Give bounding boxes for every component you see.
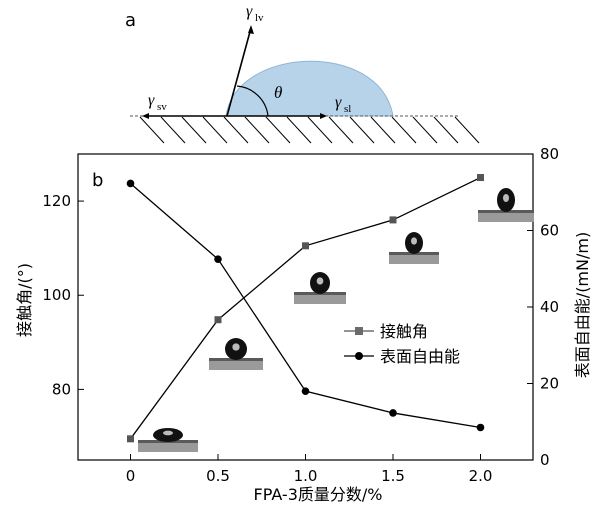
panel-b-label: b (92, 170, 103, 191)
series-layer (126, 174, 485, 443)
gamma-sl-arrowhead (320, 113, 327, 119)
contact-angle-arc (236, 85, 269, 117)
gamma-lv-arrowhead (248, 25, 254, 34)
photo-droplet-highlight (503, 194, 509, 202)
legend-marker-circle (355, 352, 363, 360)
photo-droplet-highlight (316, 277, 324, 285)
x-tick-label: 0 (126, 467, 136, 485)
legend-label-surface-energy: 表面自由能 (380, 347, 460, 366)
surface-energy-point (476, 423, 485, 432)
droplet-photo (209, 338, 263, 370)
droplet-photo (478, 188, 534, 222)
hatch-line (412, 116, 438, 144)
surface-energy-point (126, 179, 135, 188)
x-axis-ticks: 0 0.5 1.0 1.5 2.0 (126, 454, 493, 485)
legend: 接触角 表面自由能 (344, 322, 460, 366)
surface-energy-point (214, 255, 222, 263)
y-left-tick-label: 100 (42, 286, 71, 304)
gamma-sl-symbol: γ (335, 94, 342, 111)
hatch-line (223, 116, 249, 144)
panel-b: b 0 0.5 1.0 1.5 2.0 80 100 120 0 20 40 60 80 FPA-3… (15, 145, 592, 504)
y-right-axis-label: 表面自由能/(mN/m) (573, 232, 592, 378)
photo-droplet-highlight (232, 343, 240, 351)
hatch-line (244, 116, 270, 144)
theta-symbol: θ (274, 83, 282, 102)
gamma-sv-symbol: γ (148, 92, 155, 109)
hatch-line (181, 116, 207, 144)
substrate-hatching (139, 116, 480, 144)
legend-label-contact-angle: 接触角 (380, 322, 428, 341)
y-right-axis-ticks: 0 20 40 60 80 (527, 145, 559, 469)
contact-angle-point (214, 316, 222, 324)
y-right-tick-label: 40 (540, 298, 559, 316)
gamma-sv-arrowhead (142, 113, 149, 119)
gamma-lv-arrow (226, 27, 252, 117)
hatch-line (265, 116, 291, 144)
y-right-tick-label: 80 (540, 145, 559, 163)
gamma-lv-subscript: lv (255, 12, 264, 24)
droplet-photo (138, 428, 198, 452)
plot-frame (77, 153, 534, 461)
hatch-line (307, 116, 333, 144)
hatch-line (286, 116, 312, 144)
contact-angle-point (389, 216, 397, 224)
panel-a: a γ lv γ sv γ sl θ (125, 3, 480, 144)
photo-droplet-highlight (163, 430, 173, 436)
x-tick-label: 1.5 (381, 467, 405, 485)
contact-angle-point (127, 435, 134, 443)
gamma-lv-symbol: γ (246, 3, 253, 20)
hatch-line (328, 116, 354, 144)
droplet-photo (294, 272, 346, 304)
legend-marker-square (355, 327, 363, 335)
gamma-sv-subscript: sv (157, 101, 167, 113)
hatch-line (139, 116, 165, 144)
x-tick-label: 1.0 (294, 467, 318, 485)
y-left-axis-ticks: 80 100 120 (42, 192, 84, 398)
droplet-shape (225, 60, 394, 117)
y-left-axis-label: 接触角/(°) (15, 263, 34, 337)
hatch-line (391, 116, 417, 144)
series-line-contact-angle (129, 176, 481, 440)
x-tick-label: 0.5 (206, 467, 230, 485)
x-axis-label: FPA-3质量分数/% (254, 485, 383, 504)
y-right-tick-label: 20 (540, 375, 559, 393)
x-tick-label: 2.0 (469, 467, 493, 485)
surface-energy-point (301, 387, 310, 395)
hatch-line (433, 116, 459, 144)
photo-droplet-highlight (411, 237, 417, 245)
contact-angle-point (302, 242, 309, 250)
y-right-tick-label: 60 (540, 222, 559, 240)
contact-angle-point (477, 174, 484, 182)
y-left-tick-label: 120 (42, 192, 71, 210)
surface-energy-point (389, 409, 397, 417)
hatch-line (454, 116, 480, 144)
droplet-photo (389, 232, 439, 264)
hatch-line (370, 116, 396, 144)
y-left-tick-label: 80 (52, 380, 71, 398)
hatch-line (202, 116, 228, 144)
y-right-tick-label: 0 (540, 451, 550, 469)
panel-a-label: a (125, 10, 136, 31)
gamma-sl-subscript: sl (344, 103, 351, 115)
droplet-photo-insets (138, 188, 534, 452)
hatch-line (349, 116, 375, 144)
hatch-line (160, 116, 186, 144)
